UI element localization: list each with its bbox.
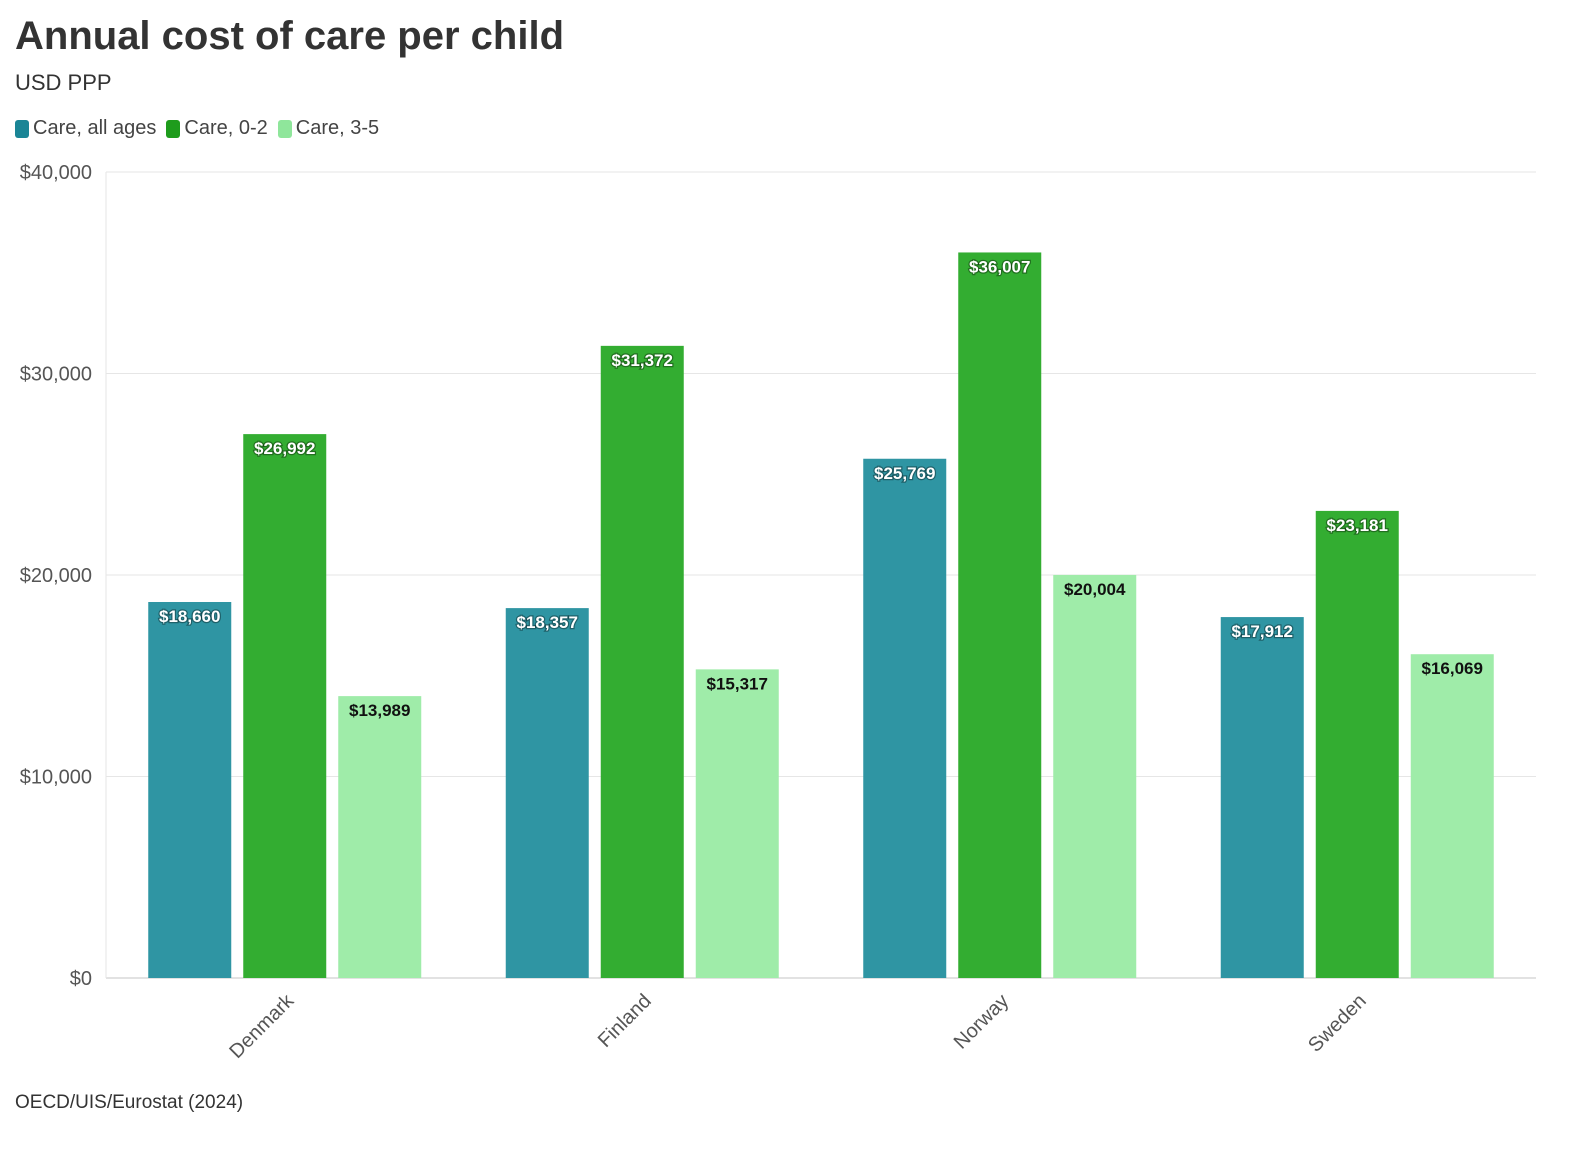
bar-value-label: $20,004 [1064, 580, 1126, 599]
bar[interactable] [695, 669, 779, 978]
bar[interactable] [1315, 510, 1399, 978]
bar[interactable] [338, 696, 422, 978]
chart-title: Annual cost of care per child [15, 14, 565, 58]
bar[interactable] [1220, 617, 1304, 978]
y-tick-label: $30,000 [20, 364, 92, 386]
y-tick-label: $40,000 [20, 162, 92, 184]
legend: Care, all ages Care, 0-2 Care, 3-5 [15, 117, 389, 140]
bar-value-label: $17,912 [1232, 622, 1293, 641]
bar-value-label: $16,069 [1422, 659, 1483, 678]
chart-subtitle: USD PPP [15, 70, 112, 95]
y-tick-label: $20,000 [20, 565, 92, 587]
legend-label-all-ages: Care, all ages [33, 117, 157, 139]
x-category-label: Finland [594, 990, 656, 1052]
legend-swatch-3-5 [277, 119, 292, 138]
bar-value-label: $31,372 [612, 351, 673, 370]
x-category-label: Sweden [1304, 990, 1371, 1057]
x-category-label: Norway [950, 990, 1013, 1053]
bar-value-label: $23,181 [1327, 516, 1388, 535]
bar-value-label: $15,317 [707, 674, 768, 693]
bar[interactable] [600, 345, 684, 978]
source-note: OECD/UIS/Eurostat (2024) [15, 1092, 244, 1113]
legend-label-3-5: Care, 3-5 [295, 117, 380, 139]
y-tick-label: $10,000 [20, 767, 92, 789]
bar[interactable] [958, 252, 1042, 978]
bar-value-label: $13,989 [349, 701, 410, 720]
legend-swatch-0-2 [166, 119, 181, 138]
legend-label-0-2: Care, 0-2 [184, 117, 268, 139]
bar[interactable] [863, 458, 947, 978]
legend-item-all-ages[interactable]: Care, all ages [15, 117, 156, 140]
bar-value-label: $36,007 [969, 257, 1030, 276]
bar-value-label: $18,357 [517, 613, 578, 632]
bar[interactable] [505, 608, 589, 978]
bar[interactable] [148, 602, 232, 978]
y-tick-label: $0 [70, 968, 92, 990]
bar-value-label: $18,660 [159, 607, 220, 626]
legend-swatch-all-ages [15, 119, 29, 138]
bar-value-label: $25,769 [874, 464, 935, 483]
bar[interactable] [1410, 654, 1494, 978]
bar-value-label: $26,992 [254, 439, 315, 458]
x-category-label: Denmark [225, 989, 299, 1063]
bar[interactable] [243, 434, 327, 978]
bar[interactable] [1053, 574, 1137, 978]
legend-item-0-2[interactable]: Care, 0-2 [166, 117, 268, 140]
legend-item-3-5[interactable]: Care, 3-5 [277, 117, 380, 140]
